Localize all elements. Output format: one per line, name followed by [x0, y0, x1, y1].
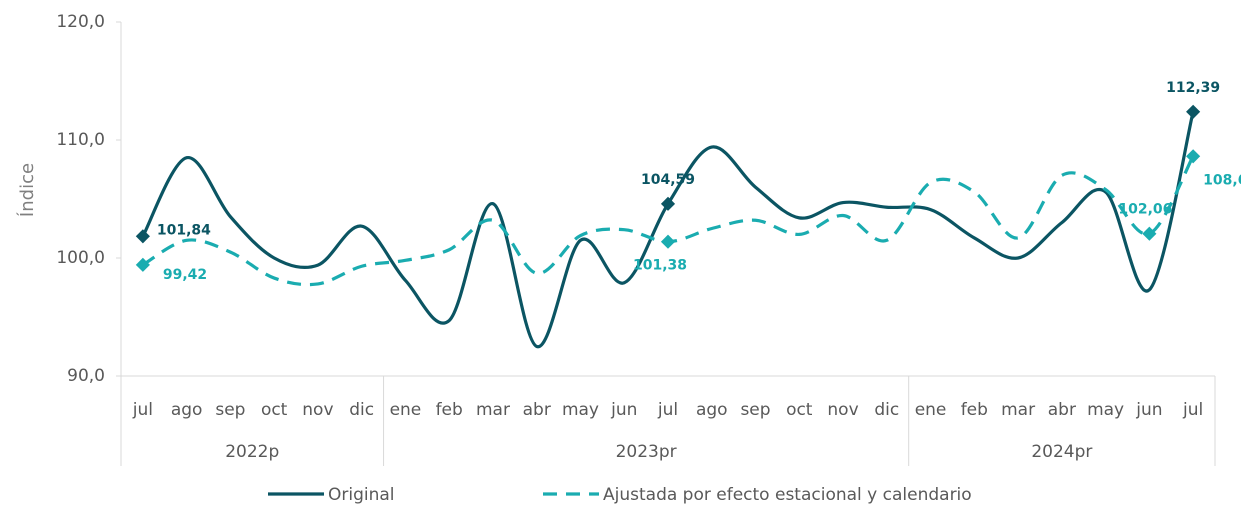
data-label: 104,59: [641, 172, 695, 188]
x-tick-label: abr: [523, 400, 551, 420]
marker: [135, 229, 150, 244]
marker: [1142, 226, 1157, 241]
x-tick-label: may: [562, 400, 599, 420]
x-tick-label: oct: [261, 400, 288, 420]
x-tick-label: dic: [349, 400, 374, 420]
group-label: 2022p: [225, 442, 279, 462]
y-tick-label: 90,0: [67, 366, 105, 386]
x-tick-label: oct: [786, 400, 813, 420]
x-tick-label: jun: [1135, 400, 1162, 420]
x-tick-label: mar: [1001, 400, 1035, 420]
x-tick-label: ago: [696, 400, 728, 420]
series-line: [142, 155, 1195, 287]
x-tick-label: feb: [961, 400, 988, 420]
data-label: 101,38: [633, 258, 687, 274]
y-axis-title: Índice: [16, 163, 38, 217]
x-tick-label: dic: [874, 400, 899, 420]
marker: [660, 196, 676, 211]
y-tick-label: 120,0: [56, 12, 105, 32]
x-tick-label: may: [1087, 400, 1124, 420]
x-tick-label: sep: [740, 400, 770, 420]
marker: [1186, 149, 1201, 164]
x-tick-label: ene: [390, 400, 422, 420]
x-tick-label: nov: [302, 400, 333, 420]
x-tick-label: jul: [657, 400, 678, 420]
series-line: [141, 111, 1195, 349]
marker: [135, 257, 150, 272]
x-tick-label: jul: [1182, 400, 1203, 420]
group-label: 2024pr: [1031, 442, 1092, 462]
legend-label: Ajustada por efecto estacional y calenda…: [603, 485, 972, 505]
data-label: 102,06: [1118, 202, 1172, 218]
data-label: 112,39: [1166, 80, 1220, 96]
x-tick-label: jul: [132, 400, 153, 420]
x-tick-label: jun: [610, 400, 637, 420]
x-tick-label: nov: [827, 400, 858, 420]
x-tick-label: ene: [915, 400, 947, 420]
x-tick-label: sep: [215, 400, 245, 420]
x-tick-label: abr: [1048, 400, 1076, 420]
y-tick-label: 110,0: [56, 130, 105, 150]
x-tick-label: ago: [171, 400, 203, 420]
marker: [1186, 104, 1201, 119]
x-tick-label: mar: [476, 400, 510, 420]
y-tick-label: 100,0: [56, 248, 105, 268]
group-label: 2023pr: [616, 442, 677, 462]
data-label: 108,62: [1203, 172, 1241, 188]
legend-label: Original: [328, 485, 395, 505]
x-tick-label: feb: [436, 400, 463, 420]
data-label: 99,42: [163, 267, 207, 283]
data-label: 101,84: [157, 222, 211, 238]
marker: [660, 234, 676, 249]
